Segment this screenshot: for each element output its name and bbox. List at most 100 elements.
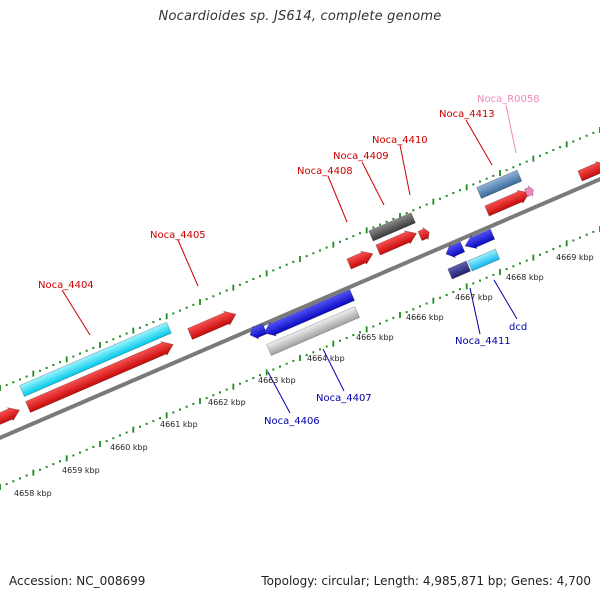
feature-rna-noca-r0058 [524, 185, 534, 198]
callout-lines [61, 104, 518, 414]
feature-arrow-noca4409 [375, 230, 418, 256]
tick-label: 4658 kbp [14, 489, 52, 498]
inner-track-minor-tick [245, 379, 248, 382]
gene-label-forward: Noca_4409 [333, 151, 389, 162]
feature-arrow-noca4409-shape [375, 230, 418, 256]
outer-tick-track [0, 127, 600, 391]
inner-track-minor-tick [79, 451, 81, 454]
outer-track-minor-tick [312, 252, 315, 255]
gene-label-forward: Noca_4408 [297, 166, 353, 177]
outer-track-minor-tick [119, 335, 121, 338]
inner-track-minor-tick [85, 448, 88, 451]
tick-label: 4668 kbp [506, 273, 544, 282]
outer-track-minor-tick [25, 375, 28, 378]
feature-arrow [0, 407, 21, 428]
inner-track-minor-tick [312, 351, 315, 354]
inner-track-minor-tick [345, 336, 348, 339]
outer-track-minor-tick [179, 309, 181, 312]
outer-track-minor-tick [505, 169, 508, 172]
outer-track-minor-tick [219, 292, 221, 295]
feature-arrow-noca4405-shape [187, 310, 237, 340]
outer-track-minor-tick [419, 206, 421, 209]
feature-arrow-noca4410-shape [417, 226, 430, 241]
gene-features [0, 161, 600, 428]
feature-arrow-noca4413 [484, 189, 530, 217]
tick-label: 4667 kbp [455, 293, 493, 302]
outer-track-minor-tick [345, 237, 348, 240]
inner-track-minor-tick [485, 276, 488, 279]
outer-track-minor-tick [59, 361, 61, 364]
outer-track-minor-tick [125, 332, 128, 335]
gene-label-reverse: Noca_4406 [264, 416, 320, 427]
inner-track-minor-tick [572, 239, 575, 242]
outer-track-minor-tick [572, 140, 575, 143]
outer-track-minor-tick [259, 275, 261, 278]
tick-label: 4669 kbp [556, 253, 594, 262]
inner-track-minor-tick [392, 316, 395, 319]
gene-label-forward: Noca_4413 [439, 109, 495, 120]
inner-track-minor-tick [385, 319, 388, 322]
outer-track-minor-tick [425, 203, 428, 206]
inner-track-minor-tick [105, 440, 108, 443]
outer-track-minor-tick [392, 217, 395, 220]
feature-box-dcd [467, 248, 501, 272]
feature-box-navy [447, 260, 471, 280]
outer-track-minor-tick [592, 131, 595, 134]
gene-label-reverse: Noca_4407 [316, 393, 372, 404]
outer-track-minor-tick [405, 212, 408, 215]
feature-box-cyan-shape [19, 321, 172, 397]
inner-track-minor-tick [92, 445, 95, 448]
callout-noca4411 [469, 287, 481, 335]
callout-dcd [493, 279, 518, 320]
inner-track-minor-tick [379, 322, 381, 325]
inner-track-minor-tick [505, 268, 508, 271]
inner-track-minor-tick [192, 402, 195, 405]
inner-track-minor-tick [285, 362, 288, 365]
inner-track-minor-tick [25, 474, 28, 477]
feature-arrow-noca4404-shape [25, 341, 174, 413]
tick-label: 4660 kbp [110, 443, 148, 452]
inner-track-minor-tick [419, 305, 421, 308]
inner-track-minor-tick [5, 483, 8, 486]
inner-track-minor-tick [185, 405, 188, 408]
outer-track-minor-tick [412, 209, 415, 212]
tick-label: 4659 kbp [62, 466, 100, 475]
outer-track-minor-tick [579, 137, 581, 140]
inner-track-minor-tick [479, 279, 481, 282]
outer-track-minor-tick [372, 226, 375, 229]
inner-track-minor-tick [545, 250, 548, 253]
feature-box-cyan [19, 321, 172, 397]
outer-track-minor-tick [225, 289, 228, 292]
inner-track-minor-tick [439, 296, 441, 299]
inner-track-minor-tick [279, 365, 281, 368]
outer-track-minor-tick [559, 146, 561, 149]
inner-track-minor-tick [405, 311, 408, 314]
outer-track-minor-tick [492, 174, 495, 177]
inner-track-minor-tick [52, 463, 55, 466]
inner-track-minor-tick [579, 236, 581, 239]
inner-track-minor-tick [12, 480, 15, 483]
tick-label: 4665 kbp [356, 333, 394, 342]
inner-track-minor-tick [459, 288, 461, 291]
outer-track-minor-tick [279, 266, 281, 269]
gene-label-rna: Noca_R0058 [477, 94, 540, 105]
inner-track-minor-tick [472, 282, 475, 285]
inner-track-minor-tick [172, 411, 175, 414]
feature-box-noca4406-shape [266, 306, 360, 356]
feature-box-steel [476, 169, 523, 199]
inner-track-minor-tick [372, 325, 375, 328]
gene-label-forward: Noca_4410 [372, 135, 428, 146]
outer-track-minor-tick [485, 177, 488, 180]
inner-track-minor-tick [445, 293, 448, 296]
inner-track-minor-tick [119, 434, 121, 437]
outer-track-minor-tick [39, 369, 41, 372]
callout-noca4406 [267, 371, 291, 414]
outer-track-minor-tick [439, 197, 441, 200]
outer-track-minor-tick [45, 366, 48, 369]
outer-track-minor-tick [325, 246, 328, 249]
inner-track-minor-tick [205, 397, 208, 400]
inner-track-minor-tick [212, 394, 215, 397]
inner-track-minor-tick [252, 377, 255, 380]
tick-label: 4664 kbp [307, 354, 345, 363]
